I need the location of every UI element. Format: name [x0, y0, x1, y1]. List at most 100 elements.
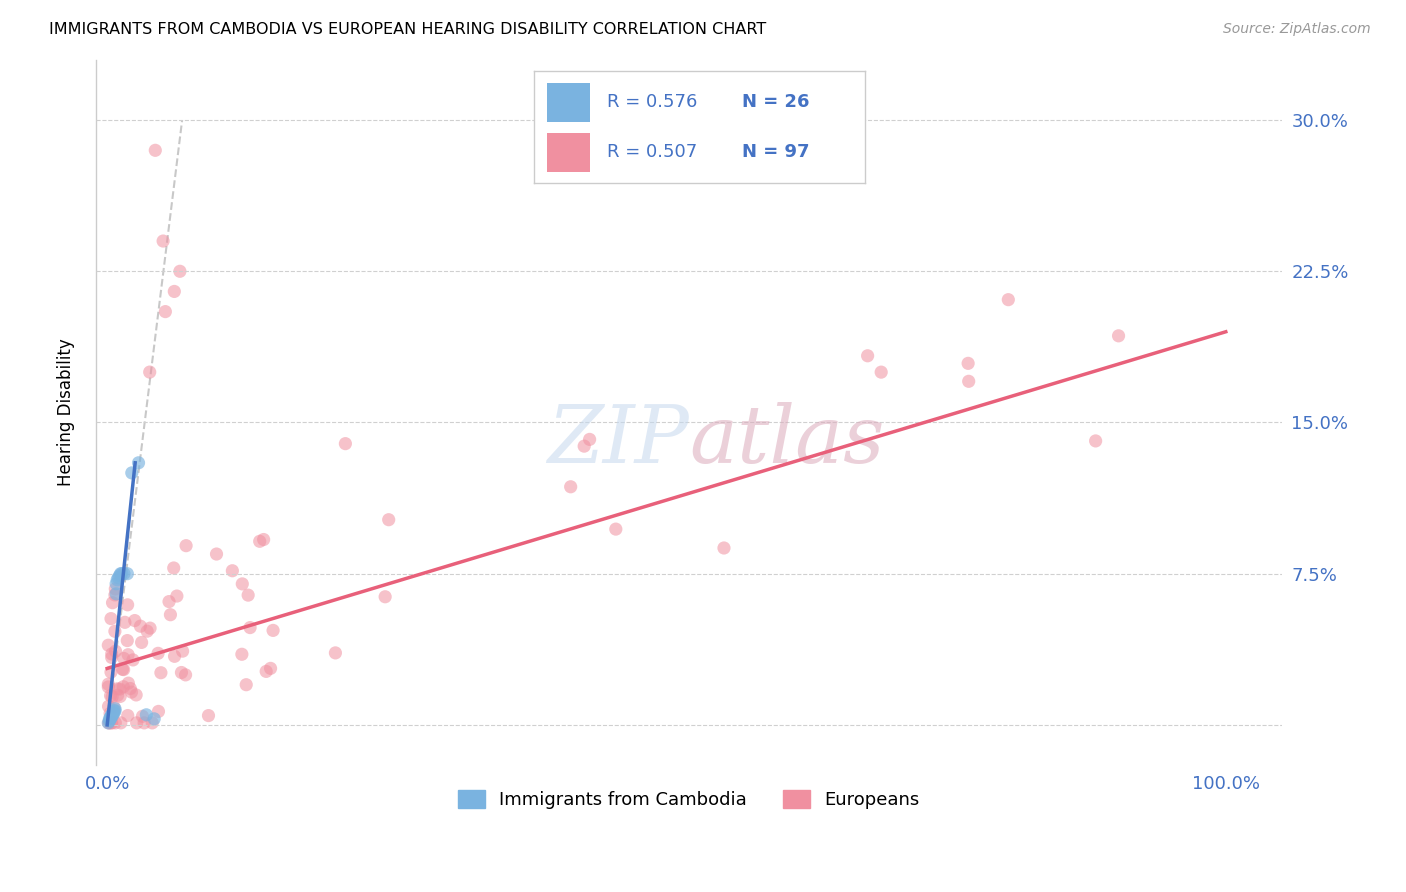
Point — [111, 662, 134, 676]
Point — [131, 635, 153, 649]
Point — [578, 433, 600, 447]
Point — [174, 539, 197, 553]
Point — [114, 615, 136, 630]
Point — [100, 665, 122, 679]
Point — [104, 715, 127, 730]
Point — [97, 677, 120, 691]
Point — [1108, 328, 1130, 343]
Point — [135, 707, 157, 722]
Text: R = 0.507: R = 0.507 — [607, 144, 697, 161]
Text: N = 26: N = 26 — [742, 93, 810, 111]
Point — [125, 688, 148, 702]
Point — [148, 705, 170, 719]
Point — [112, 651, 135, 665]
Point — [103, 700, 125, 714]
Point — [100, 710, 122, 724]
Point — [104, 644, 127, 658]
Point — [169, 264, 191, 278]
Point — [117, 566, 139, 581]
Point — [117, 633, 139, 648]
Point — [124, 614, 146, 628]
Point — [159, 607, 181, 622]
Point — [197, 708, 219, 723]
Point — [120, 681, 142, 696]
Point — [105, 573, 128, 587]
Point — [100, 710, 122, 724]
Text: R = 0.576: R = 0.576 — [607, 93, 697, 111]
Point — [108, 690, 131, 704]
Text: atlas: atlas — [689, 402, 884, 479]
Point — [103, 706, 125, 720]
Point — [100, 715, 122, 730]
Point — [141, 715, 163, 730]
Point — [957, 374, 980, 388]
Point — [335, 436, 357, 450]
Point — [111, 566, 134, 581]
Point — [560, 480, 582, 494]
Point — [957, 356, 980, 370]
Point — [152, 234, 174, 248]
Point — [98, 706, 121, 721]
Point — [163, 285, 186, 299]
Point — [572, 439, 595, 453]
Point — [239, 621, 262, 635]
Point — [155, 304, 177, 318]
Point — [104, 702, 127, 716]
Point — [143, 712, 166, 726]
Point — [163, 561, 186, 575]
Point — [129, 619, 152, 633]
Text: IMMIGRANTS FROM CAMBODIA VS EUROPEAN HEARING DISABILITY CORRELATION CHART: IMMIGRANTS FROM CAMBODIA VS EUROPEAN HEA… — [49, 22, 766, 37]
Point — [1084, 434, 1107, 448]
Point — [107, 688, 129, 702]
Point — [170, 665, 193, 680]
Point — [105, 587, 128, 601]
Point — [131, 709, 153, 723]
Point — [112, 663, 135, 677]
Point — [121, 685, 143, 699]
Point — [98, 712, 121, 726]
Point — [108, 568, 131, 582]
Point — [134, 715, 156, 730]
Point — [122, 653, 145, 667]
Point — [97, 680, 120, 694]
Point — [166, 589, 188, 603]
Point — [117, 648, 139, 662]
Point — [108, 682, 131, 697]
Point — [97, 715, 120, 730]
Point — [117, 676, 139, 690]
Point — [101, 690, 124, 704]
Text: ZIP: ZIP — [547, 402, 689, 479]
Point — [104, 624, 127, 639]
Point — [104, 704, 127, 718]
Point — [157, 594, 180, 608]
Point — [117, 598, 139, 612]
Point — [105, 576, 128, 591]
Bar — [547, 83, 591, 121]
Point — [112, 680, 135, 694]
Point — [107, 681, 129, 696]
Point — [262, 624, 284, 638]
Point — [325, 646, 347, 660]
Point — [856, 349, 879, 363]
Point — [100, 715, 122, 730]
Point — [104, 582, 127, 596]
Point — [377, 513, 399, 527]
Point — [139, 621, 162, 635]
Point — [107, 571, 129, 585]
Point — [97, 699, 120, 714]
Point — [870, 365, 893, 379]
Point — [231, 577, 253, 591]
Point — [103, 704, 125, 718]
Y-axis label: Hearing Disability: Hearing Disability — [58, 339, 75, 486]
Point — [98, 715, 121, 730]
Point — [101, 596, 124, 610]
Point — [101, 706, 124, 720]
Text: Source: ZipAtlas.com: Source: ZipAtlas.com — [1223, 22, 1371, 37]
Point — [605, 522, 627, 536]
Point — [163, 649, 186, 664]
Point — [143, 144, 166, 158]
Point — [100, 650, 122, 665]
Point — [374, 590, 396, 604]
Point — [205, 547, 228, 561]
Point — [174, 668, 197, 682]
